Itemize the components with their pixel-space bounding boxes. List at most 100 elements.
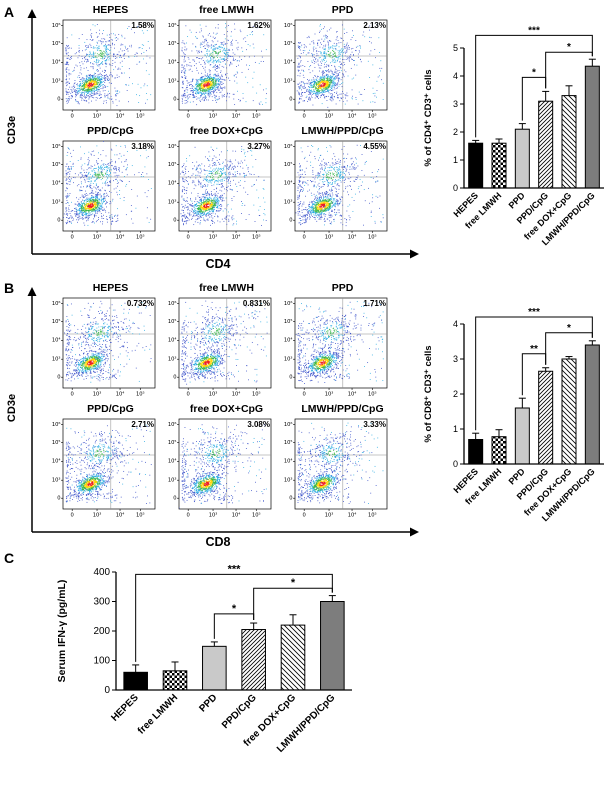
svg-text:*: * <box>291 577 296 589</box>
flow-scatter-canvas <box>162 138 274 244</box>
x-axis-arrowhead <box>410 527 419 537</box>
panel-b-label: B <box>4 280 15 296</box>
flow-scatter-canvas <box>46 17 158 123</box>
svg-text:3: 3 <box>453 354 458 364</box>
quadrant-percentage: 1.71% <box>363 299 386 308</box>
flow-plot: free DOX+CpG 3.27% <box>162 125 274 244</box>
svg-text:% of CD4⁺ CD3⁺ cells: % of CD4⁺ CD3⁺ cells <box>423 69 434 166</box>
quadrant-percentage: 3.18% <box>131 142 154 151</box>
flow-scatter-canvas <box>162 416 274 522</box>
panel-a-axis-arrows <box>27 9 419 259</box>
svg-text:4: 4 <box>453 71 458 81</box>
flow-plot: free LMWH 1.62% <box>162 4 274 123</box>
flow-plot-title: LMWH/PPD/CpG <box>301 125 384 137</box>
flow-plot: PPD/CpG 2.71% <box>46 403 158 522</box>
flow-plot-title: free LMWH <box>199 282 254 294</box>
svg-text:300: 300 <box>94 597 111 608</box>
svg-text:Serum IFN-γ (pg/mL): Serum IFN-γ (pg/mL) <box>57 580 68 683</box>
quadrant-percentage: 0.732% <box>126 299 154 308</box>
y-axis-arrowhead <box>27 287 37 296</box>
quadrant-percentage: 0.831% <box>242 299 270 308</box>
svg-text:0: 0 <box>105 685 111 696</box>
svg-text:*: * <box>232 603 237 615</box>
flow-plot: HEPES 1.58% <box>46 4 158 123</box>
svg-text:***: *** <box>528 307 540 318</box>
flow-scatter-canvas <box>162 295 274 401</box>
flow-scatter-canvas <box>278 138 390 244</box>
y-axis-arrowhead <box>27 9 37 18</box>
flow-plot-title: free LMWH <box>199 4 254 16</box>
svg-text:HEPES: HEPES <box>109 692 141 724</box>
quadrant-percentage: 1.62% <box>247 21 270 30</box>
svg-text:1: 1 <box>453 424 458 434</box>
svg-text:5: 5 <box>453 43 458 53</box>
flow-scatter-canvas <box>162 17 274 123</box>
panel-b-x-axis-label: CD8 <box>205 535 231 549</box>
flow-plot: LMWH/PPD/CpG 3.33% <box>278 403 390 522</box>
flow-scatter-canvas <box>278 17 390 123</box>
svg-text:PPD: PPD <box>197 692 219 714</box>
flow-plot: free LMWH 0.831% <box>162 282 274 401</box>
flow-scatter-canvas <box>278 295 390 401</box>
svg-text:400: 400 <box>94 567 111 578</box>
flow-plot: PPD 2.13% <box>278 4 390 123</box>
svg-text:***: *** <box>528 25 540 36</box>
svg-text:3: 3 <box>453 99 458 109</box>
svg-text:% of CD8⁺ CD3⁺ cells: % of CD8⁺ CD3⁺ cells <box>423 345 434 442</box>
panel-a-label: A <box>4 4 15 20</box>
panel-a-flow-grid: HEPES 1.58% free LMWH 1.62% PPD 2.13% PP… <box>46 4 394 244</box>
svg-text:PPD: PPD <box>507 190 528 211</box>
flow-plot: HEPES 0.732% <box>46 282 158 401</box>
flow-plot: PPD 1.71% <box>278 282 390 401</box>
panel-b-axis-arrows <box>27 287 419 537</box>
flow-scatter-canvas <box>46 295 158 401</box>
flow-scatter-canvas <box>46 138 158 244</box>
flow-plot-title: PPD/CpG <box>87 403 134 415</box>
flow-plot: LMWH/PPD/CpG 4.55% <box>278 125 390 244</box>
flow-scatter-canvas <box>46 416 158 522</box>
quadrant-percentage: 2.71% <box>131 420 154 429</box>
panel-a-y-axis-label: CD3e <box>6 115 18 145</box>
svg-text:free LMWH: free LMWH <box>136 692 180 736</box>
svg-text:*: * <box>532 67 536 78</box>
flow-plot-title: PPD <box>331 282 354 294</box>
flow-plot: PPD/CpG 3.18% <box>46 125 158 244</box>
svg-text:PPD: PPD <box>507 466 528 487</box>
svg-text:100: 100 <box>94 656 111 667</box>
panel-c-label: C <box>4 550 15 566</box>
svg-text:2: 2 <box>453 389 458 399</box>
svg-text:0: 0 <box>453 183 458 193</box>
panel-b-flow-grid: HEPES 0.732% free LMWH 0.831% PPD 1.71% … <box>46 282 394 522</box>
svg-text:***: *** <box>228 563 242 575</box>
panel-b-y-axis-label: CD3e <box>6 393 18 423</box>
flow-plot-title: HEPES <box>92 282 129 294</box>
svg-text:1: 1 <box>453 155 458 165</box>
quadrant-percentage: 2.13% <box>363 21 386 30</box>
svg-text:PPD/CpG: PPD/CpG <box>220 692 259 731</box>
flow-plot: free DOX+CpG 3.08% <box>162 403 274 522</box>
svg-text:*: * <box>567 323 571 334</box>
quadrant-percentage: 1.58% <box>131 21 154 30</box>
svg-text:**: ** <box>530 344 538 355</box>
svg-text:200: 200 <box>94 626 111 637</box>
quadrant-percentage: 3.27% <box>247 142 270 151</box>
svg-text:*: * <box>567 42 571 53</box>
flow-scatter-canvas <box>278 416 390 522</box>
quadrant-percentage: 3.08% <box>247 420 270 429</box>
flow-plot-title: PPD/CpG <box>87 125 134 137</box>
x-axis-arrowhead <box>410 249 419 259</box>
quadrant-percentage: 4.55% <box>363 142 386 151</box>
flow-plot-title: LMWH/PPD/CpG <box>301 403 384 415</box>
flow-plot-title: PPD <box>331 4 354 16</box>
svg-text:4: 4 <box>453 319 458 329</box>
quadrant-percentage: 3.33% <box>363 420 386 429</box>
svg-text:0: 0 <box>453 459 458 469</box>
flow-plot-title: free DOX+CpG <box>189 403 264 415</box>
flow-plot-title: HEPES <box>92 4 129 16</box>
svg-text:2: 2 <box>453 127 458 137</box>
panel-a-x-axis-label: CD4 <box>205 257 231 271</box>
